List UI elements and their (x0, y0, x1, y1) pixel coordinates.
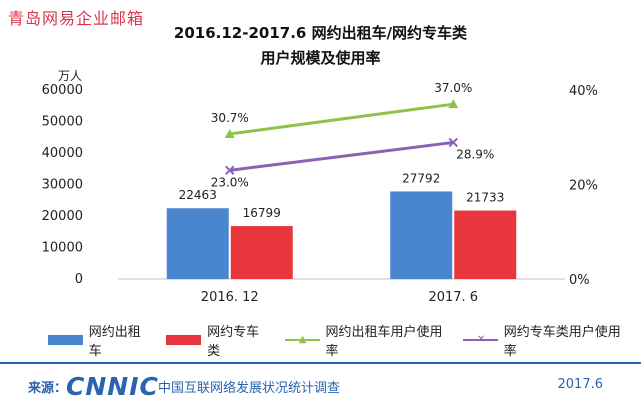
line-value-label: 30.7% (211, 111, 249, 125)
y-tick-label-left: 40000 (42, 146, 83, 161)
bar-value-label: 21733 (466, 191, 504, 205)
chart-legend: 网约出租车 网约专车类 ▲ 网约出租车用户使用率 ✕ 网约专车类用户使用率 (0, 325, 641, 359)
chart-title: 2016.12-2017.6 网约出租车/网约专车类 (173, 24, 468, 42)
legend-swatch-taxi (48, 335, 83, 345)
footer-divider (0, 362, 641, 364)
triangle-marker-icon: ▲ (298, 334, 307, 345)
cross-marker-icon: ✕ (476, 334, 486, 345)
y-tick-label-left: 20000 (42, 209, 83, 224)
x-tick-label: 2017. 6 (428, 290, 478, 305)
x-tick-label: 2016. 12 (201, 290, 259, 305)
line-value-label: 23.0% (211, 175, 249, 189)
y-tick-label-left: 60000 (42, 83, 83, 98)
legend-label-car-rate: 网约专车类用户使用率 (503, 325, 621, 359)
y-tick-label-left: 10000 (42, 241, 83, 256)
source-org: 中国互联网络发展状况统计调查 (158, 381, 341, 396)
source-date: 2017.6 (557, 377, 604, 392)
chart-subtitle: 用户规模及使用率 (260, 49, 381, 67)
y-tick-label-right: 0% (569, 273, 590, 288)
legend-item-taxi-rate: ▲ 网约出租车用户使用率 (284, 321, 445, 359)
line-point-cross (448, 137, 458, 148)
legend-item-taxi: 网约出租车 (48, 321, 148, 359)
legend-label-taxi: 网约出租车 (88, 325, 141, 359)
bar-value-label: 22463 (179, 188, 217, 202)
y-tick-label-right: 40% (569, 84, 598, 99)
y-tick-label-left: 0 (75, 272, 83, 287)
legend-swatch-taxi-rate: ▲ (284, 334, 320, 346)
line-point-cross (225, 165, 235, 176)
line-value-label: 28.9% (456, 147, 494, 161)
bar-value-label: 27792 (402, 171, 440, 185)
bar (166, 208, 229, 279)
y-tick-label-left: 50000 (42, 115, 83, 130)
y-tick-label-left: 30000 (42, 178, 83, 193)
watermark-text: 青岛网易企业邮箱 (8, 9, 145, 28)
legend-label-car: 网约专车类 (207, 325, 260, 359)
series-line (229, 140, 454, 172)
legend-label-taxi-rate: 网约出租车用户使用率 (325, 325, 443, 359)
series-line (229, 102, 454, 136)
source-label: 来源： (28, 381, 68, 396)
bar (454, 210, 517, 279)
bar-value-label: 16799 (243, 206, 281, 220)
cnnic-logo: CNNIC (66, 372, 159, 401)
legend-item-car: 网约专车类 (166, 321, 266, 359)
footer: 来源： CNNIC 中国互联网络发展状况统计调查 2017.6 (0, 368, 641, 408)
bar (390, 191, 453, 279)
y-axis-unit-label: 万人 (58, 69, 83, 83)
y-tick-label-right: 20% (569, 179, 598, 194)
line-point-triangle (448, 99, 459, 109)
line-point-triangle (224, 128, 235, 138)
legend-swatch-car (166, 335, 202, 345)
bar (230, 226, 293, 279)
legend-swatch-car-rate: ✕ (462, 334, 498, 346)
chart-canvas: 0 10000 20000 30000 40000 50000 60000 0% 20% 40% 2… (42, 81, 598, 305)
legend-item-car-rate: ✕ 网约专车类用户使用率 (462, 321, 623, 359)
line-value-label: 37.0% (434, 81, 472, 95)
